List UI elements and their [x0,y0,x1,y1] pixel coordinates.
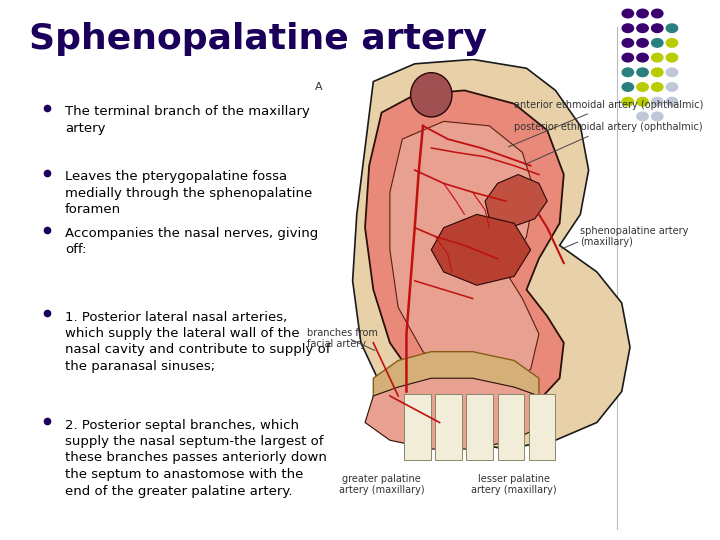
Circle shape [622,97,634,106]
Text: greater palatine
artery (maxillary): greater palatine artery (maxillary) [339,474,424,495]
Circle shape [666,68,678,77]
FancyBboxPatch shape [498,394,524,460]
Circle shape [636,68,648,77]
Circle shape [622,68,634,77]
Circle shape [666,83,678,91]
Circle shape [622,9,634,18]
Circle shape [666,53,678,62]
Polygon shape [353,59,630,449]
Circle shape [652,97,663,106]
Circle shape [636,53,648,62]
Text: 2. Posterior septal branches, which
supply the nasal septum-the largest of
these: 2. Posterior septal branches, which supp… [65,418,327,497]
Text: Sphenopalatine artery: Sphenopalatine artery [29,22,487,56]
Polygon shape [365,90,564,414]
Circle shape [652,68,663,77]
Polygon shape [390,122,539,387]
Circle shape [652,39,663,47]
Circle shape [666,97,678,106]
Text: Accompanies the nasal nerves, giving
off:: Accompanies the nasal nerves, giving off… [65,227,318,256]
Circle shape [622,39,634,47]
Circle shape [636,9,648,18]
Circle shape [652,24,663,32]
Circle shape [622,24,634,32]
Circle shape [666,24,678,32]
Circle shape [652,9,663,18]
Text: A: A [315,83,323,92]
Text: 1. Posterior lateral nasal arteries,
which supply the lateral wall of the
nasal : 1. Posterior lateral nasal arteries, whi… [65,310,330,373]
Polygon shape [365,378,547,449]
Text: lesser palatine
artery (maxillary): lesser palatine artery (maxillary) [472,474,557,495]
Polygon shape [485,174,547,228]
FancyBboxPatch shape [436,394,462,460]
Polygon shape [373,352,539,431]
Circle shape [636,112,648,120]
FancyBboxPatch shape [528,394,556,460]
Circle shape [622,83,634,91]
Text: anterior ethmoidal artery (ophthalmic): anterior ethmoidal artery (ophthalmic) [508,100,703,147]
Text: branches from
facial artery: branches from facial artery [307,328,378,349]
Ellipse shape [410,73,452,117]
Circle shape [636,39,648,47]
Text: The terminal branch of the maxillary
artery: The terminal branch of the maxillary art… [65,105,310,135]
Circle shape [652,112,663,120]
Circle shape [622,53,634,62]
Circle shape [652,83,663,91]
Text: posterior ethroidal artery (ophthalmic): posterior ethroidal artery (ophthalmic) [514,122,703,165]
Circle shape [652,53,663,62]
Circle shape [636,97,648,106]
Circle shape [636,83,648,91]
Text: Leaves the pterygopalatine fossa
medially through the sphenopalatine
foramen: Leaves the pterygopalatine fossa mediall… [65,170,312,216]
Text: sphenopalatine artery
(maxillary): sphenopalatine artery (maxillary) [580,226,689,247]
Circle shape [636,24,648,32]
FancyBboxPatch shape [467,394,493,460]
FancyBboxPatch shape [405,394,431,460]
Circle shape [666,39,678,47]
Polygon shape [431,214,531,285]
